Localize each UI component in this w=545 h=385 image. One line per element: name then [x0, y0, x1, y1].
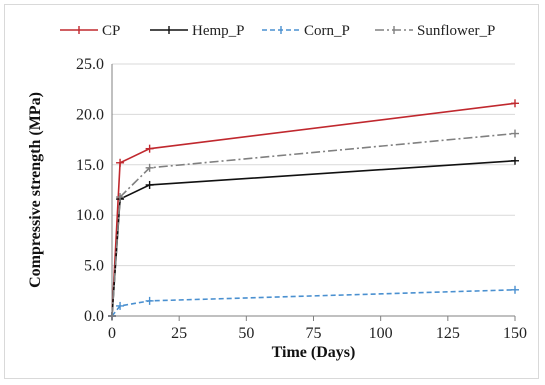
y-tick-label: 25.0 [76, 56, 104, 73]
data-point [145, 163, 154, 172]
legend-label: Sunflower_P [417, 23, 495, 39]
series-line-hemp-p [111, 159, 516, 317]
series-line-corn-p [111, 288, 516, 317]
data-point [511, 129, 519, 138]
series-line-cp [111, 102, 516, 317]
y-tick-label: 5.0 [84, 258, 104, 275]
data-point [511, 285, 519, 294]
x-tick-label: 125 [436, 325, 460, 342]
data-point [145, 180, 154, 189]
legend-item: CP [60, 23, 120, 39]
data-point [116, 193, 125, 202]
x-tick-label: 100 [369, 325, 393, 342]
data-point [116, 158, 125, 167]
x-tick-label: 150 [503, 325, 527, 342]
x-tick-label: 0 [108, 325, 116, 342]
legend: CP Hemp_P Corn_P Sunflower_P [60, 23, 495, 39]
x-tick-label: 25 [171, 325, 187, 342]
y-tick-label: 15.0 [76, 157, 104, 174]
data-point [511, 156, 519, 165]
data-point [145, 144, 154, 153]
x-tick-label: 75 [306, 325, 322, 342]
series-layer [108, 99, 519, 320]
legend-item: Hemp_P [150, 23, 245, 39]
y-tick-label: 0.0 [84, 308, 104, 325]
data-point [108, 312, 116, 320]
x-axis-title: Time (Days) [272, 344, 356, 361]
legend-item: Corn_P [262, 23, 350, 39]
y-axis-title: Compressive strength (MPa) [27, 92, 44, 288]
data-point [511, 99, 519, 108]
axes-layer: 0.0 5.0 10.0 15.0 20.0 25.0 0 25 50 75 100 125 150 [76, 56, 527, 342]
data-point [145, 296, 154, 305]
x-tick-label: 50 [238, 325, 254, 342]
legend-label: Hemp_P [192, 23, 245, 39]
legend-label: Corn_P [304, 23, 350, 39]
data-point [116, 301, 125, 310]
y-tick-label: 10.0 [76, 207, 104, 224]
legend-label: CP [102, 23, 120, 39]
y-tick-label: 20.0 [76, 106, 104, 123]
series-line-sunflower-p [111, 132, 516, 317]
legend-item: Sunflower_P [375, 23, 495, 39]
